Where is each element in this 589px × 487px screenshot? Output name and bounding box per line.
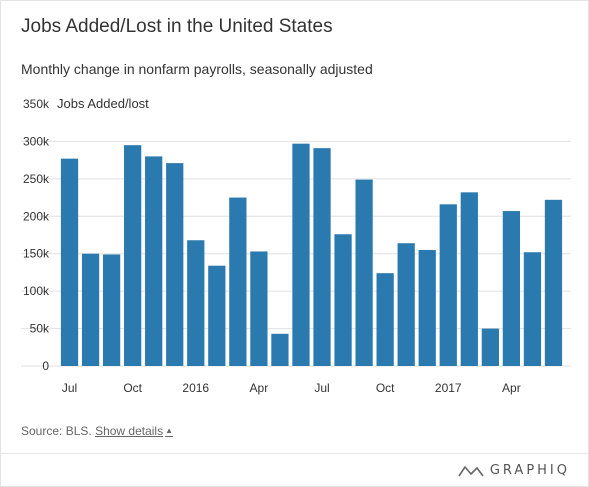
bar[interactable] <box>544 199 563 366</box>
bar[interactable] <box>502 211 521 366</box>
bar[interactable] <box>334 234 352 366</box>
x-tick-label: Apr <box>250 381 269 395</box>
bar[interactable] <box>460 192 478 366</box>
bar[interactable] <box>376 273 394 366</box>
bar[interactable] <box>208 265 226 366</box>
bar[interactable] <box>439 204 457 366</box>
y-axis-ticks: 0 50k 100k 150k 200k 250k 300k 350k <box>23 97 50 373</box>
footer-divider <box>1 453 589 454</box>
bar[interactable] <box>250 251 268 366</box>
source-text: Source: BLS. <box>21 424 92 438</box>
y-tick-label: 0 <box>42 359 49 373</box>
show-details-link[interactable]: Show details ▲ <box>95 424 173 438</box>
brand-name: GRAPHIQ <box>489 463 570 478</box>
source-note: Source: BLS. Show details ▲ <box>21 424 173 438</box>
bar[interactable] <box>102 254 121 366</box>
bar[interactable] <box>166 163 184 366</box>
y-tick-label: 50k <box>30 322 50 336</box>
bar[interactable] <box>418 249 436 366</box>
bar[interactable] <box>481 328 499 366</box>
bar[interactable] <box>355 179 373 366</box>
bar[interactable] <box>124 145 142 366</box>
bar[interactable] <box>60 158 79 366</box>
bar[interactable] <box>313 148 331 366</box>
bar[interactable] <box>397 243 415 366</box>
x-tick-label: 2016 <box>182 381 209 395</box>
y-tick-label: 150k <box>23 247 50 261</box>
bar[interactable] <box>81 253 100 366</box>
y-tick-label: 200k <box>23 209 50 223</box>
y-tick-label: 100k <box>23 284 50 298</box>
show-details-label: Show details <box>95 424 164 438</box>
x-tick-label: Oct <box>123 381 142 395</box>
x-tick-label: Apr <box>502 381 521 395</box>
x-axis-ticks: Jul Oct 2016 Apr Jul Oct 2017 Apr <box>62 381 521 395</box>
y-tick-label: 250k <box>23 172 50 186</box>
bar[interactable] <box>229 197 247 366</box>
bar[interactable] <box>523 252 542 366</box>
bar[interactable] <box>292 143 310 366</box>
x-tick-label: Jul <box>314 381 329 395</box>
brand[interactable]: GRAPHIQ <box>458 463 570 478</box>
bar[interactable] <box>145 156 163 366</box>
x-tick-label: Oct <box>376 381 395 395</box>
graphiq-logo-icon <box>458 465 484 476</box>
caret-up-icon: ▲ <box>165 426 174 435</box>
bar[interactable] <box>271 333 289 366</box>
bars <box>60 143 563 366</box>
y-axis-label: Jobs Added/lost <box>57 96 149 111</box>
chart-subtitle: Monthly change in nonfarm payrolls, seas… <box>21 61 373 77</box>
y-tick-label: 300k <box>23 134 50 148</box>
y-tick-label: 350k <box>23 97 50 111</box>
x-tick-label: Jul <box>62 381 77 395</box>
bar-chart: 0 50k 100k 150k 200k 250k 300k 350k Jobs Added/… <box>21 96 571 395</box>
x-tick-label: 2017 <box>435 381 462 395</box>
chart-title: Jobs Added/Lost in the United States <box>21 16 333 37</box>
bar[interactable] <box>187 240 205 366</box>
